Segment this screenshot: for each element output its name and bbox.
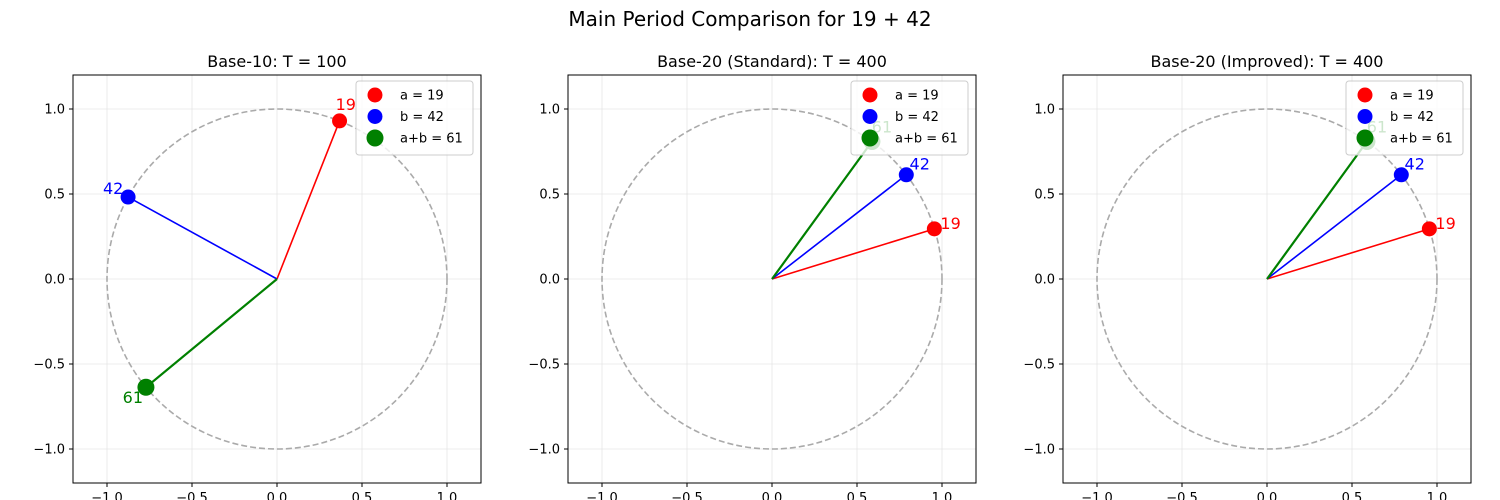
- legend-frame: [355, 80, 474, 156]
- vector-line-b: [771, 174, 907, 280]
- legend-marker-b: [367, 109, 383, 124]
- x-tick-label: 0.0: [762, 491, 783, 500]
- x-tick-label: 0.0: [267, 491, 288, 500]
- y-tick-label: −1.0: [33, 443, 65, 458]
- y-tick-label: 0.0: [44, 273, 65, 288]
- chart-panel-1: 19 42 61 −1.0 −0.5 0.0 0.5 1.0 −1.0 −0.5 0.0 0.5 1.0…: [33, 52, 482, 500]
- vector-line-sum: [771, 140, 873, 280]
- legend-entry-b: b = 42: [400, 110, 444, 125]
- x-tick-label: 0.5: [352, 491, 373, 500]
- legend-entry-b: b = 42: [895, 110, 939, 125]
- legend-marker-b: [1357, 109, 1373, 124]
- y-tick-label: 0.5: [539, 188, 560, 203]
- legend-frame: [850, 80, 969, 156]
- legend: a = 19 b = 42 a+b = 61: [1345, 80, 1464, 156]
- point-b: [1393, 167, 1409, 183]
- y-tick-label: 0.5: [1034, 188, 1055, 203]
- unit-circle: [106, 108, 448, 450]
- vector-line-sum: [1266, 140, 1368, 280]
- unit-circle: [601, 108, 943, 450]
- point-label-sum: 61: [123, 388, 143, 407]
- y-tick-label: 1.0: [539, 103, 560, 118]
- x-tick-label: 1.0: [932, 491, 953, 500]
- point-sum: [137, 378, 155, 396]
- y-tick-label: −1.0: [1023, 443, 1055, 458]
- legend-marker-b: [862, 109, 878, 124]
- y-tick-label: 1.0: [1034, 103, 1055, 118]
- legend-frame: [1345, 80, 1464, 156]
- x-tick-label: −0.5: [671, 491, 703, 500]
- vector-line-a: [1266, 228, 1430, 280]
- point-label-a: 19: [336, 95, 356, 114]
- legend-entry-a: a = 19: [895, 89, 939, 104]
- x-tick-label: −1.0: [91, 491, 123, 500]
- x-tick-label: −0.5: [1166, 491, 1198, 500]
- vector-line-a: [276, 120, 341, 280]
- x-tick-label: 1.0: [1427, 491, 1448, 500]
- y-tick-label: 0.0: [1034, 273, 1055, 288]
- vector-line-a: [771, 228, 935, 280]
- legend-marker-a: [1357, 87, 1373, 103]
- x-tick-label: −1.0: [586, 491, 618, 500]
- legend-marker-a: [862, 87, 878, 103]
- y-tick-label: 0.0: [539, 273, 560, 288]
- point-a: [926, 221, 942, 237]
- unit-circle: [1096, 108, 1438, 450]
- y-tick-label: −0.5: [33, 358, 65, 373]
- vector-line-b: [127, 196, 278, 280]
- legend-entry-a: a = 19: [1390, 89, 1434, 104]
- point-label-a: 19: [940, 214, 960, 233]
- legend: a = 19 b = 42 a+b = 61: [355, 80, 474, 156]
- x-tick-label: −0.5: [176, 491, 208, 500]
- point-b: [898, 167, 914, 183]
- panels: 19 42 61 −1.0 −0.5 0.0 0.5 1.0 −1.0 −0.5 0.0 0.5 1.0…: [33, 52, 1472, 500]
- y-tick-label: 0.5: [44, 188, 65, 203]
- vector-line-b: [1266, 174, 1402, 280]
- legend-entry-sum: a+b = 61: [895, 132, 958, 147]
- legend-marker-sum: [366, 129, 384, 147]
- vector-line-sum: [145, 278, 278, 389]
- chart-panel-3: 194261−1.0−0.50.00.51.0−1.0−0.50.00.51.0…: [1023, 52, 1472, 500]
- legend-entry-sum: a+b = 61: [400, 132, 463, 147]
- point-label-b: 42: [910, 154, 930, 173]
- point-b: [120, 189, 136, 205]
- legend-entry-sum: a+b = 61: [1390, 132, 1453, 147]
- legend-marker-sum: [861, 129, 879, 147]
- point-label-a: 19: [1435, 214, 1455, 233]
- chart-title: Base-10: T = 100: [207, 52, 346, 71]
- x-tick-label: 0.0: [1257, 491, 1278, 500]
- legend-entry-a: a = 19: [400, 89, 444, 104]
- plot-area: 19 42 61: [73, 75, 481, 483]
- x-tick-label: 0.5: [847, 491, 868, 500]
- y-tick-label: −1.0: [528, 443, 560, 458]
- point-label-b: 42: [1405, 154, 1425, 173]
- chart-panel-2: 194261−1.0−0.50.00.51.0−1.0−0.50.00.51.0…: [528, 52, 977, 500]
- legend-marker-sum: [1356, 129, 1374, 147]
- figure-suptitle: Main Period Comparison for 19 + 42: [568, 7, 931, 31]
- legend-marker-a: [367, 87, 383, 103]
- point-label-b: 42: [103, 179, 123, 198]
- x-tick-label: −1.0: [1081, 491, 1113, 500]
- x-tick-label: 0.5: [1342, 491, 1363, 500]
- y-tick-label: −0.5: [528, 358, 560, 373]
- x-tick-label: 1.0: [437, 491, 458, 500]
- chart-title: Base-20 (Standard): T = 400: [657, 52, 887, 71]
- y-tick-label: 1.0: [44, 103, 65, 118]
- point-a: [332, 113, 348, 129]
- legend: a = 19 b = 42 a+b = 61: [850, 80, 969, 156]
- legend-entry-b: b = 42: [1390, 110, 1434, 125]
- y-tick-label: −0.5: [1023, 358, 1055, 373]
- point-a: [1421, 221, 1437, 237]
- chart-title: Base-20 (Improved): T = 400: [1151, 52, 1384, 71]
